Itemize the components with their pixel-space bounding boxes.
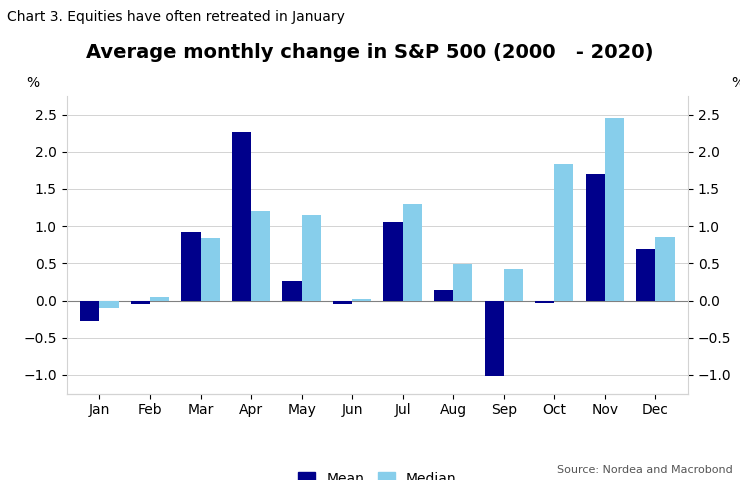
Bar [181, 232, 201, 300]
Bar [383, 223, 403, 300]
Text: %: % [26, 76, 39, 90]
Bar [403, 204, 422, 300]
Bar [535, 300, 554, 303]
Text: Source: Nordea and Macrobond: Source: Nordea and Macrobond [557, 465, 733, 475]
Bar [251, 211, 270, 300]
Bar [485, 300, 504, 376]
Bar [605, 118, 624, 300]
Bar [554, 165, 574, 300]
Bar [504, 269, 523, 300]
Bar [585, 174, 605, 300]
Bar [636, 249, 656, 300]
Text: Chart 3. Equities have often retreated in January: Chart 3. Equities have often retreated i… [7, 10, 346, 24]
Text: Average monthly change in S&P 500 (2000   - 2020): Average monthly change in S&P 500 (2000 … [87, 43, 653, 62]
Bar [656, 238, 675, 300]
Text: %: % [732, 76, 740, 90]
Bar [352, 299, 371, 300]
Bar [434, 290, 453, 300]
Bar [453, 264, 472, 300]
Bar [232, 132, 251, 300]
Bar [131, 300, 150, 304]
Bar [333, 300, 352, 303]
Bar [283, 280, 302, 300]
Legend: Mean, Median: Mean, Median [293, 466, 462, 480]
Bar [201, 238, 220, 300]
Bar [150, 297, 169, 300]
Bar [99, 300, 118, 308]
Bar [302, 215, 321, 300]
Bar [80, 300, 99, 322]
